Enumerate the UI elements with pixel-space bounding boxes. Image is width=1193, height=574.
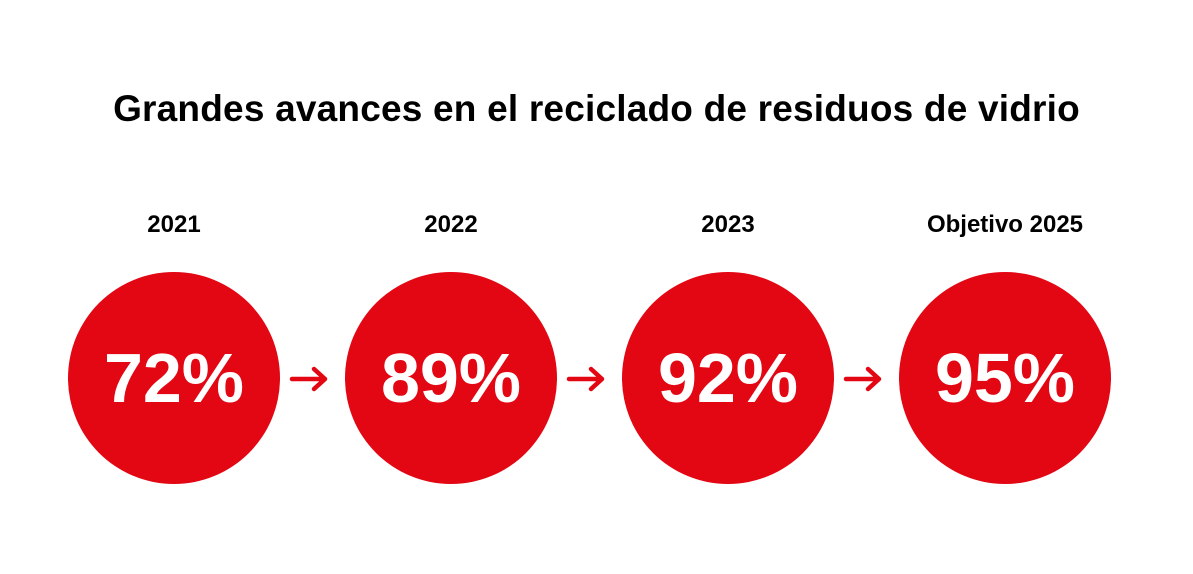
step-label: 2021 xyxy=(147,211,201,238)
step-2021: 2021 72% xyxy=(68,0,280,574)
step-value: 72% xyxy=(103,339,245,417)
step-value: 95% xyxy=(934,339,1076,417)
value-circle: 92% xyxy=(622,272,834,484)
step-label: 2023 xyxy=(701,211,755,238)
arrow-right-icon xyxy=(289,364,331,394)
arrow-right-icon xyxy=(566,364,608,394)
step-label: 2022 xyxy=(424,211,478,238)
step-label: Objetivo 2025 xyxy=(926,211,1084,238)
page-title: Grandes avances en el reciclado de resid… xyxy=(113,88,1080,129)
arrow-right-icon xyxy=(843,364,885,394)
value-circle: 95% xyxy=(899,272,1111,484)
step-objetivo-2025: Objetivo 2025 95% xyxy=(899,0,1111,574)
step-2022: 2022 89% xyxy=(345,0,557,574)
step-value: 89% xyxy=(380,339,522,417)
value-circle: 72% xyxy=(68,272,280,484)
step-2023: 2023 92% xyxy=(622,0,834,574)
value-circle: 89% xyxy=(345,272,557,484)
step-value: 92% xyxy=(657,339,799,417)
